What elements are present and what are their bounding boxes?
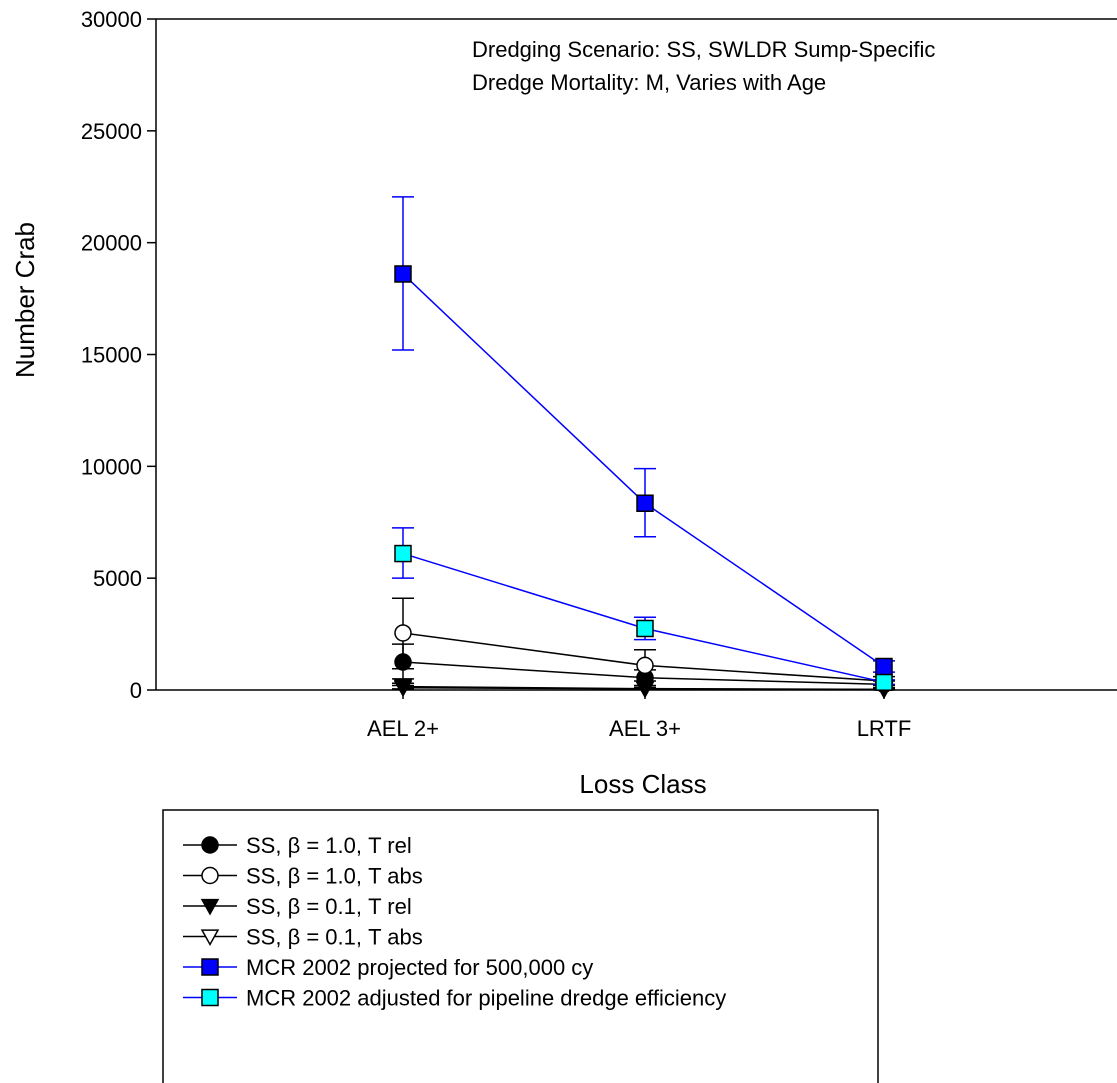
- y-tick-label: 15000: [81, 343, 142, 368]
- data-point: [636, 656, 654, 675]
- series-group: [392, 196, 895, 700]
- legend-marker: [201, 958, 219, 976]
- x-tick-label: LRTF: [857, 716, 912, 741]
- x-axis-ticks: AEL 2+ AEL 3+ LRTF: [367, 690, 911, 741]
- legend-item-6: MCR 2002 adjusted for pipeline dredge ef…: [183, 986, 726, 1011]
- data-point: [394, 624, 412, 642]
- data-point: [393, 679, 413, 697]
- legend-label: MCR 2002 projected for 500,000 cy: [246, 955, 593, 980]
- x-tick-label: AEL 2+: [367, 716, 439, 741]
- series-line: [402, 273, 885, 668]
- data-point: [875, 657, 893, 676]
- data-point: [394, 265, 412, 283]
- legend-marker: [201, 988, 219, 1007]
- annotation-line-2: Dredge Mortality: M, Varies with Age: [472, 70, 826, 95]
- legend-item-1: SS, β = 1.0, T rel: [183, 833, 412, 858]
- y-tick-label: 30000: [81, 7, 142, 32]
- legend-marker: [201, 836, 219, 854]
- y-tick-label: 10000: [81, 454, 142, 479]
- series-2: [392, 597, 895, 690]
- legend-marker: [200, 898, 220, 916]
- legend-label: SS, β = 1.0, T rel: [246, 833, 412, 858]
- data-point: [875, 673, 893, 691]
- legend-item-3: SS, β = 0.1, T rel: [183, 894, 412, 919]
- x-tick-label: AEL 3+: [609, 716, 681, 741]
- legend-item-4: SS, β = 0.1, T abs: [183, 925, 423, 950]
- data-point: [636, 494, 654, 512]
- legend: SS, β = 1.0, T rel SS, β = 1.0, T abs SS, …: [162, 809, 879, 1083]
- y-tick-label: 5000: [93, 566, 142, 591]
- legend-label: SS, β = 1.0, T abs: [246, 864, 423, 889]
- legend-marker: [201, 866, 219, 885]
- legend-item-5: MCR 2002 projected for 500,000 cy: [183, 955, 593, 980]
- y-axis-label: Number Crab: [10, 222, 40, 378]
- legend-label: MCR 2002 adjusted for pipeline dredge ef…: [246, 986, 726, 1011]
- series-6: [392, 527, 895, 691]
- y-axis-ticks: 0 5000 10000 15000 20000 25000 30000: [81, 7, 156, 703]
- legend-box: [162, 809, 879, 1083]
- axes: [155, 18, 1117, 691]
- x-axis-label: Loss Class: [579, 769, 706, 799]
- y-tick-label: 20000: [81, 231, 142, 256]
- legend-item-2: SS, β = 1.0, T abs: [183, 864, 423, 889]
- legend-label: SS, β = 0.1, T abs: [246, 925, 423, 950]
- annotation-line-1: Dredging Scenario: SS, SWLDR Sump-Specif…: [472, 37, 935, 62]
- legend-marker: [200, 929, 220, 947]
- data-point: [394, 544, 412, 563]
- y-tick-label: 0: [130, 678, 142, 703]
- legend-label: SS, β = 0.1, T rel: [246, 894, 412, 919]
- y-tick-label: 25000: [81, 119, 142, 144]
- series-5: [392, 196, 895, 676]
- data-point: [636, 619, 654, 638]
